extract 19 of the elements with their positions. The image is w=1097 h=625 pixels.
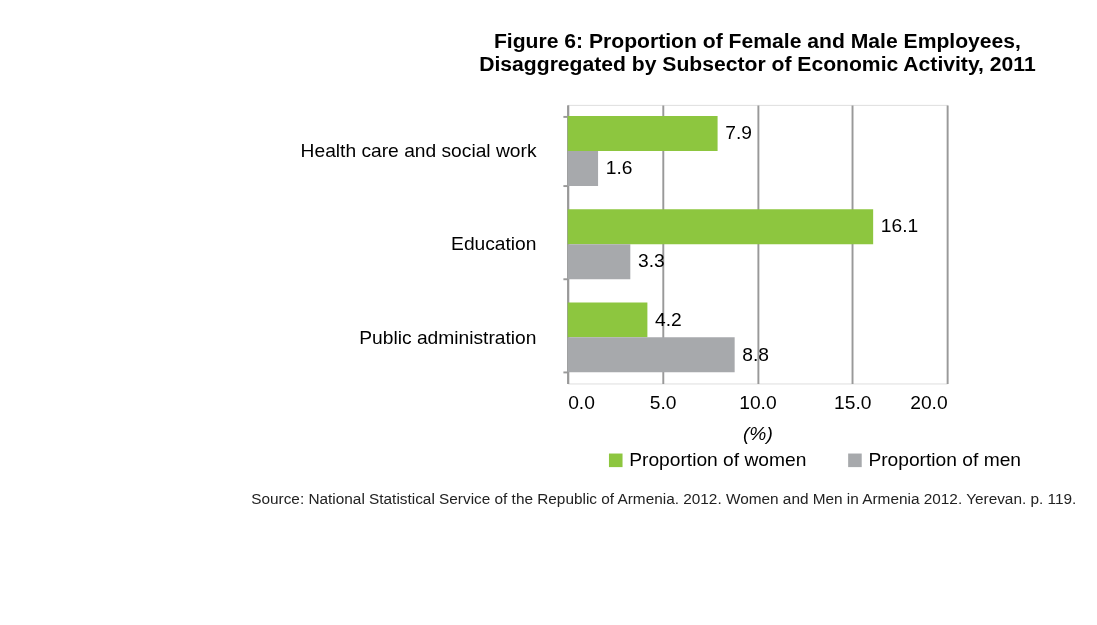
x-axis-title: (%) [742, 422, 773, 444]
y-tick-label: Health care and social work [300, 140, 537, 162]
y-tick-label: Education [451, 233, 537, 255]
data-label: 4.2 [655, 308, 682, 330]
legend-label: Proportion of women [629, 449, 807, 471]
x-tick-label: 0.0 [568, 391, 595, 413]
data-label: 8.8 [742, 343, 770, 365]
chart-title: Figure 6: Proportion of Female and Male Employees, Disaggregated by Subsector of Economic Activity, 2011 [479, 29, 1036, 76]
data-label: 1.6 [605, 157, 633, 179]
x-tick-label: 10.0 [739, 391, 777, 413]
source-note: Source: National Statistical Service of the Republic of Armenia. 2012. Women and Men in Armenia 2012. Yerevan. p. 119. [251, 489, 1077, 507]
y-tick-label: Public administration [359, 326, 537, 348]
data-label: 7.9 [725, 122, 752, 144]
data-label: 16.1 [880, 215, 919, 237]
x-tick-label: 5.0 [649, 391, 677, 413]
x-tick-label: 15.0 [834, 391, 872, 413]
data-label: 3.3 [638, 250, 665, 272]
legend-label: Proportion of men [868, 449, 1022, 471]
x-tick-label: 20.0 [910, 391, 948, 413]
